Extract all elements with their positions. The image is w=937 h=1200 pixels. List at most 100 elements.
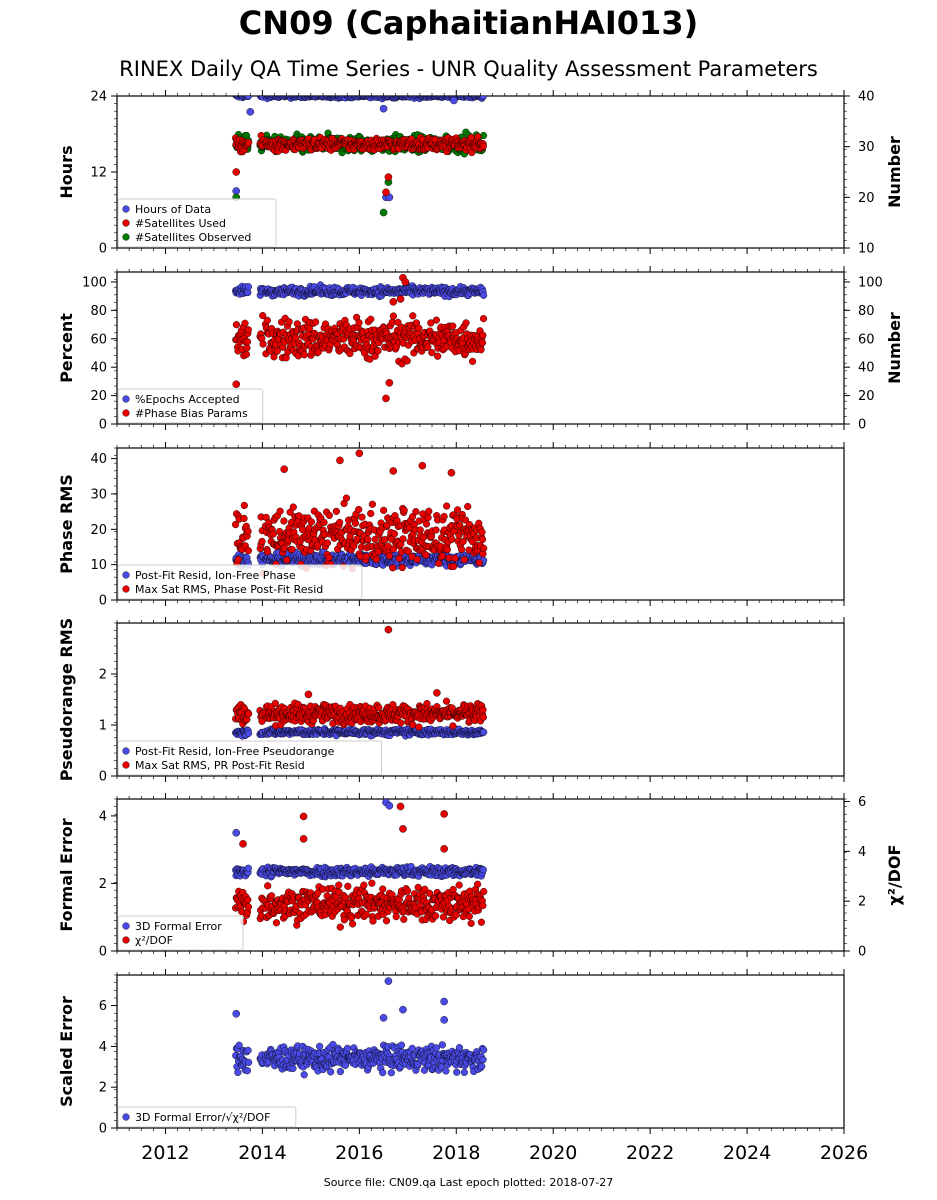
point-percent-red: [478, 339, 487, 347]
y-tick-label-pseudorange: 0: [99, 770, 107, 785]
y-tick-label-formal: 2: [99, 877, 107, 892]
y-tick-label-hours: 12: [90, 166, 107, 181]
point-percent-red: [394, 318, 402, 326]
outlier-percent-red: [385, 379, 394, 387]
y-right-tick-label-formal: 4: [858, 845, 866, 860]
outlier-percent-red: [389, 298, 398, 306]
outlier-hours-green: [379, 208, 388, 217]
y-tick-label-phase: 30: [90, 487, 107, 502]
point-pseudorange-blue: [244, 729, 253, 737]
points-formal: [231, 799, 488, 931]
legend-label-hours: #Satellites Observed: [135, 231, 251, 244]
points-percent: [232, 273, 488, 403]
point-pseudorange-blue: [480, 728, 488, 736]
point-phase-red: [289, 503, 297, 511]
point-phase-red: [413, 555, 421, 564]
y-tick-label-percent: 20: [90, 389, 107, 404]
y-axis-label-phase: Phase RMS: [57, 474, 76, 574]
point-phase-red: [336, 518, 344, 527]
point-phase-red: [424, 513, 432, 522]
point-percent-red: [346, 349, 354, 358]
point-phase-red: [372, 555, 380, 563]
point-phase-red: [234, 556, 242, 564]
outlier-phase-red: [447, 468, 456, 477]
point-phase-red: [283, 556, 291, 564]
point-percent-red: [479, 315, 488, 323]
y-axis-label-right-formal: χ²/DOF: [885, 845, 904, 906]
point-phase-red: [432, 526, 440, 534]
legend-marker-pseudorange: [122, 761, 130, 769]
point-percent-red: [263, 316, 271, 324]
y-tick-label-formal: 4: [99, 809, 107, 824]
point-percent-red: [243, 344, 251, 352]
point-phase-red: [457, 545, 466, 554]
point-phase-red: [404, 547, 412, 556]
point-phase-red: [275, 527, 284, 536]
point-formal-red: [244, 903, 253, 911]
y-right-tick-label-hours: 20: [858, 191, 875, 206]
point-phase-red: [374, 548, 382, 556]
point-percent-red: [409, 312, 417, 320]
point-phase-red: [389, 564, 397, 572]
outlier-phase-red: [336, 456, 344, 465]
outlier-phase-red: [280, 465, 289, 474]
chart-subtitle: RINEX Daily QA Time Series - UNR Quality…: [119, 57, 818, 81]
outlier-phase-red: [355, 449, 364, 458]
legend-label-phase: Post-Fit Resid, Ion-Free Phase: [135, 569, 296, 582]
point-phase-red: [408, 513, 417, 521]
point-formal-red: [244, 896, 252, 904]
point-percent-red: [389, 312, 398, 320]
legend-box-hours: [117, 198, 277, 248]
y-tick-label-percent: 80: [90, 304, 107, 319]
point-pseudorange-red: [479, 713, 487, 721]
point-phase-red: [263, 548, 272, 556]
outlier-percent-red: [382, 394, 390, 403]
point-phase-red: [460, 556, 469, 564]
point-phase-red: [231, 520, 240, 529]
point-phase-red: [358, 513, 366, 521]
point-percent-red: [355, 319, 363, 327]
y-tick-label-hours: 0: [99, 242, 107, 257]
point-phase-red: [364, 535, 372, 543]
point-phase-red: [385, 552, 393, 560]
legend-marker-hours: [122, 219, 130, 227]
point-percent-red: [479, 331, 487, 339]
outlier-hours-red: [384, 173, 393, 181]
point-percent-red: [415, 324, 423, 332]
point-pseudorange-red: [375, 703, 383, 712]
outlier-hours-red: [232, 168, 241, 176]
outlier-formal-blue: [232, 828, 241, 837]
point-percent-red: [282, 354, 290, 362]
outlier-percent-red: [232, 380, 241, 389]
point-percent-red: [432, 316, 440, 324]
point-phase-red: [438, 552, 447, 560]
point-pseudorange-red: [442, 697, 451, 705]
point-hours-red: [245, 138, 253, 147]
point-percent-blue: [479, 291, 488, 299]
point-phase-red: [398, 563, 406, 572]
point-phase-red: [240, 501, 248, 510]
point-phase-red: [422, 551, 430, 559]
point-phase-red: [351, 519, 360, 527]
point-phase-red: [443, 502, 451, 510]
legend-box-phase: [117, 564, 363, 600]
y-axis-label-pseudorange: Pseudorange RMS: [57, 618, 76, 781]
legend-label-percent: %Epochs Accepted: [135, 393, 240, 406]
point-phase-red: [288, 545, 296, 554]
y-right-tick-label-formal: 6: [858, 795, 866, 810]
outlier-hours-blue: [246, 108, 255, 116]
point-pseudorange-red: [397, 719, 405, 727]
legend-label-hours: Hours of Data: [135, 203, 211, 216]
outlier-pseudorange-red: [384, 625, 393, 634]
point-percent-red: [232, 321, 241, 329]
point-phase-red: [480, 544, 488, 552]
point-formal-blue: [244, 864, 252, 872]
y-tick-label-phase: 40: [90, 452, 107, 467]
point-percent-red: [244, 326, 252, 334]
outlier-phase-red: [389, 467, 398, 475]
points-hours: [231, 96, 488, 217]
y-tick-label-phase: 20: [90, 523, 107, 538]
point-pseudorange-red: [449, 722, 457, 730]
point-phase-red: [371, 535, 379, 543]
